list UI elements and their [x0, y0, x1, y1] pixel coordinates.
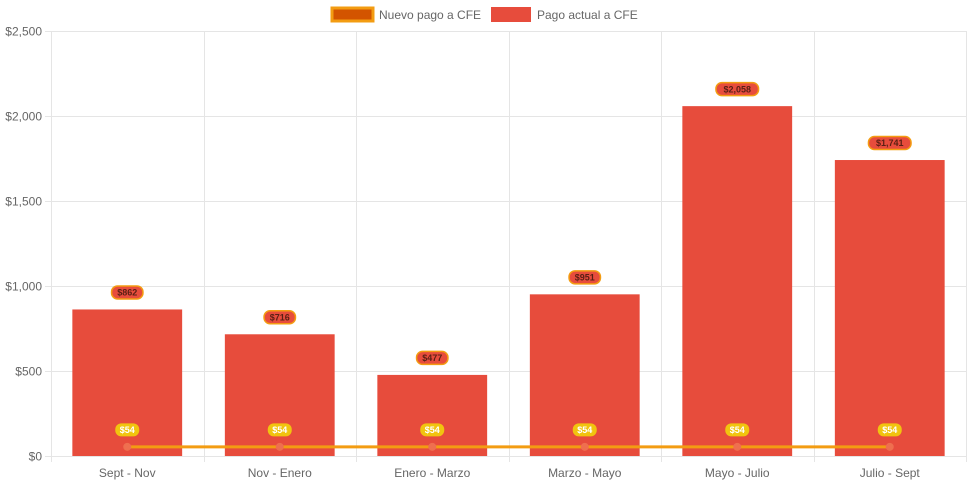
y-tick-label: $0: [29, 450, 43, 464]
line-value-label-bg: [267, 423, 292, 437]
line-series: [123, 442, 894, 451]
line-value-label-bg: [877, 423, 902, 437]
bar-2: [224, 334, 335, 456]
bar-value-label-bg: [715, 81, 760, 97]
legend-item-pago-actual[interactable]: Pago actual a CFE: [491, 7, 638, 22]
bar-value-label-text: $477: [422, 353, 442, 363]
legend-swatch-nuevo-pago: [330, 6, 375, 23]
bar-3: [377, 374, 488, 456]
legend[interactable]: Nuevo pago a CFE Pago actual a CFE: [330, 6, 638, 23]
y-tick-label: $2,500: [5, 25, 42, 39]
bar-value-label-text: $2,058: [723, 84, 751, 94]
line-value-label-bg: [572, 423, 597, 437]
legend-label-pago-actual: Pago actual a CFE: [537, 8, 638, 22]
y-tick-label: $500: [15, 365, 42, 379]
line-value-label-text: $54: [120, 425, 135, 435]
line-value-label: $54: [572, 423, 597, 437]
data-labels: $862 $716 $477 $951 $2,058 $1,741 $54 $54 $54 $54…: [110, 81, 912, 437]
line-value-label-text: $54: [425, 425, 440, 435]
x-tick-label: Mayo - Julio: [705, 466, 770, 480]
y-tick-label: $1,500: [5, 195, 42, 209]
line-value-label-text: $54: [882, 425, 897, 435]
grid-lines: [45, 31, 967, 462]
bar-value-label: $716: [263, 310, 297, 325]
bar-value-label-text: $1,741: [876, 138, 904, 148]
line-value-label: $54: [420, 423, 445, 437]
bar-value-label: $862: [110, 285, 144, 300]
line-point-5: [733, 442, 742, 451]
line-value-label-text: $54: [730, 425, 745, 435]
x-tick-label: Enero - Marzo: [394, 466, 470, 480]
bar-series: [72, 106, 945, 456]
line-point-4: [580, 442, 589, 451]
line-value-label: $54: [115, 423, 140, 437]
bar-value-label-text: $951: [575, 273, 595, 283]
line-value-label-text: $54: [577, 425, 592, 435]
line-point-2: [275, 442, 284, 451]
x-tick-label: Julio - Sept: [860, 466, 921, 480]
line-point-3: [428, 442, 437, 451]
x-tick-label: Nov - Enero: [248, 466, 312, 480]
bar-value-label-text: $716: [270, 312, 290, 322]
bar-value-label: $2,058: [715, 81, 760, 97]
line-value-label: $54: [267, 423, 292, 437]
bar-6: [834, 160, 945, 456]
line-value-label: $54: [725, 423, 750, 437]
y-tick-label: $2,000: [5, 110, 42, 124]
x-tick-label: Sept - Nov: [99, 466, 156, 480]
legend-swatch-pago-actual: [491, 7, 531, 22]
x-tick-label: Marzo - Mayo: [548, 466, 622, 480]
bar-value-label-bg: [867, 135, 912, 151]
line-value-label-bg: [115, 423, 140, 437]
axes: $0 $500 $1,000 $1,500 $2,000 $2,500 Sept - Nov…: [5, 25, 920, 481]
legend-item-nuevo-pago[interactable]: Nuevo pago a CFE: [330, 6, 481, 23]
bar-value-label-bg: [415, 350, 449, 366]
bar-value-label: $1,741: [867, 135, 912, 151]
line-value-label-bg: [420, 423, 445, 437]
line-point-1: [123, 442, 132, 451]
bar-value-label-text: $862: [117, 288, 137, 298]
line-value-label-bg: [725, 423, 750, 437]
line-value-label-text: $54: [272, 425, 287, 435]
line-value-label: $54: [877, 423, 902, 437]
bar-value-label: $951: [568, 270, 602, 285]
bar-5: [682, 106, 793, 456]
y-tick-label: $1,000: [5, 280, 42, 294]
bar-value-label-bg: [263, 310, 297, 325]
bar-value-label-bg: [110, 285, 144, 300]
line-point-6: [885, 442, 894, 451]
bar-value-label-bg: [568, 270, 602, 285]
bar-value-label: $477: [415, 350, 449, 366]
legend-label-nuevo-pago: Nuevo pago a CFE: [379, 8, 481, 22]
